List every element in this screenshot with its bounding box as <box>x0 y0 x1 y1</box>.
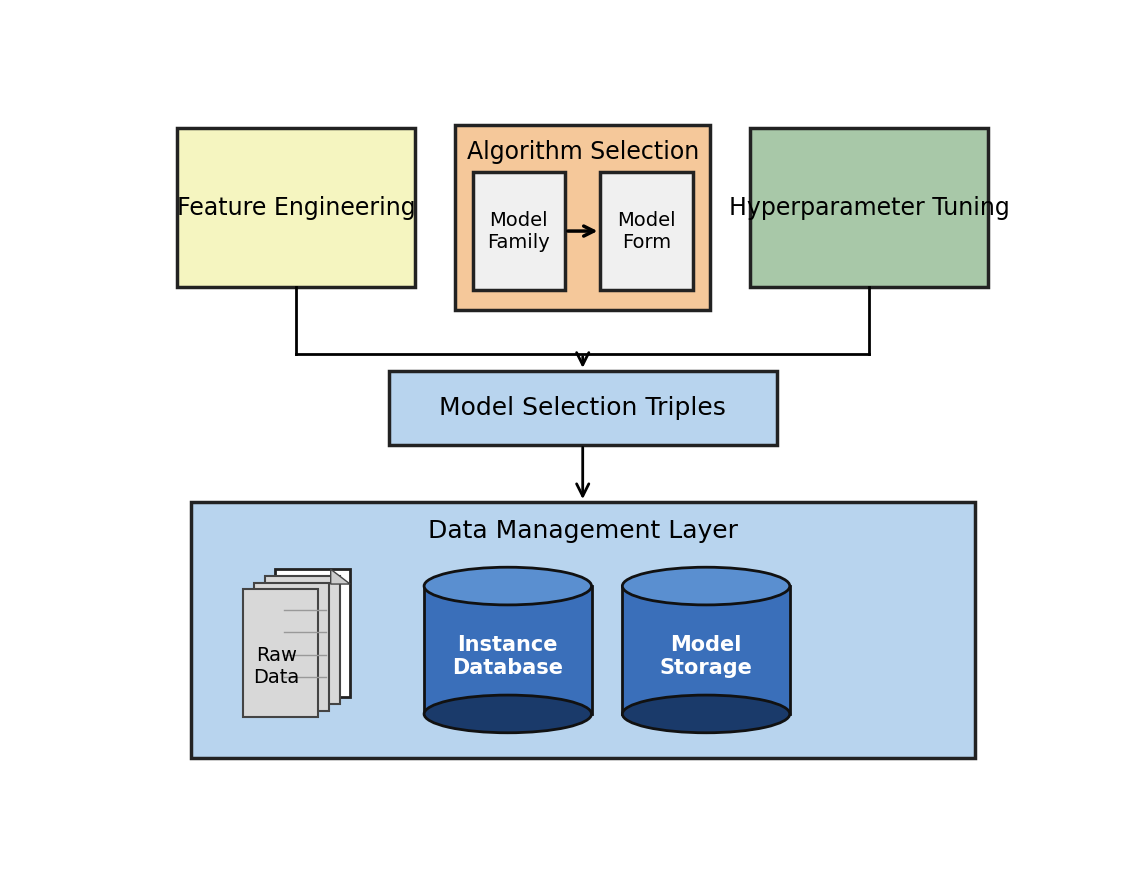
Text: Model
Storage: Model Storage <box>659 635 753 678</box>
Bar <box>455 125 711 310</box>
Bar <box>473 172 565 290</box>
Text: Data Management Layer: Data Management Layer <box>428 519 738 543</box>
Text: Instance
Database: Instance Database <box>453 635 563 678</box>
Text: Algorithm Selection: Algorithm Selection <box>466 140 699 163</box>
Bar <box>389 371 777 445</box>
Polygon shape <box>331 569 350 584</box>
Ellipse shape <box>622 695 790 732</box>
Ellipse shape <box>622 567 790 605</box>
Bar <box>275 569 350 697</box>
Bar <box>191 502 974 758</box>
Text: Model
Family: Model Family <box>488 211 550 252</box>
Bar <box>265 576 340 704</box>
Text: Model
Form: Model Form <box>617 211 675 252</box>
Text: Model Selection Triples: Model Selection Triples <box>439 396 727 420</box>
Bar <box>600 172 692 290</box>
Text: Raw
Data: Raw Data <box>254 646 300 687</box>
Bar <box>243 589 318 718</box>
Ellipse shape <box>424 567 591 605</box>
Bar <box>622 586 790 714</box>
Bar <box>254 583 329 711</box>
Bar <box>750 128 988 287</box>
Text: Feature Engineering: Feature Engineering <box>177 196 416 219</box>
Bar <box>177 128 415 287</box>
Text: Hyperparameter Tuning: Hyperparameter Tuning <box>729 196 1010 219</box>
Bar <box>424 586 591 714</box>
Ellipse shape <box>424 695 591 732</box>
